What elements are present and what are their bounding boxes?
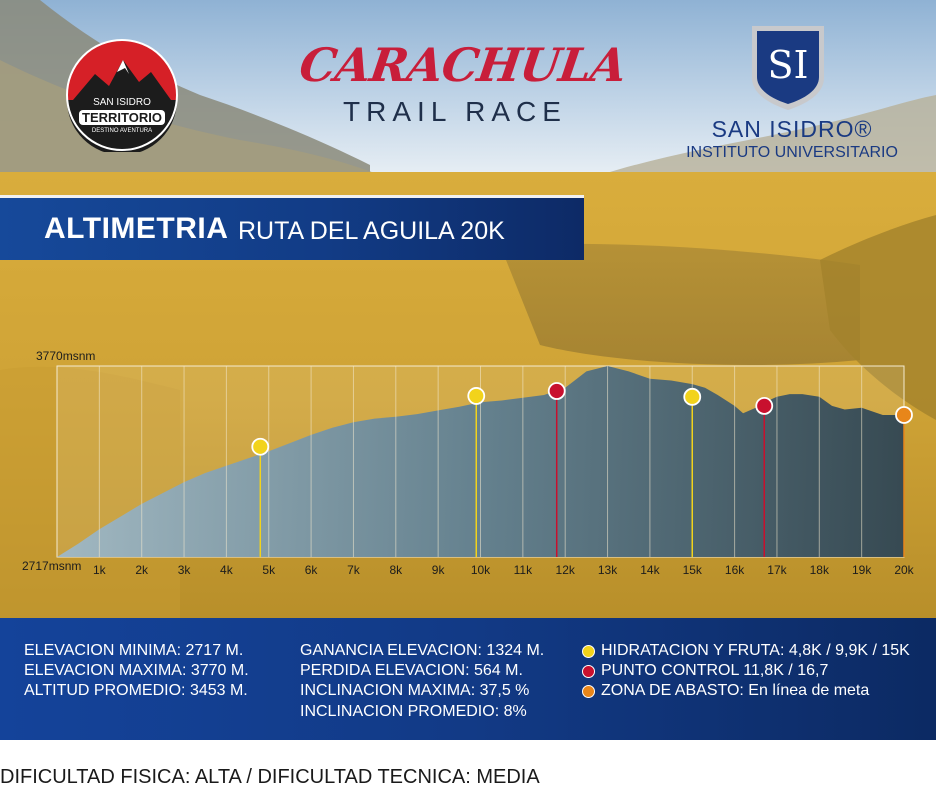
x-tick-label: 2k: [135, 563, 149, 577]
territorio-line2: TERRITORIO: [79, 110, 165, 125]
x-tick-label: 20k: [894, 563, 914, 577]
x-tick-label: 16k: [725, 563, 745, 577]
x-tick-label: 5k: [262, 563, 276, 577]
x-tick-label: 13k: [598, 563, 618, 577]
x-tick-label: 8k: [389, 563, 403, 577]
stat-max-incline: INCLINACION MAXIMA: 37,5 %: [300, 682, 530, 699]
marker-supply-icon: [895, 406, 913, 424]
territorio-line1: SAN ISIDRO: [93, 97, 151, 108]
legend-control-label: PUNTO CONTROL 11,8K / 16,7: [601, 662, 829, 679]
legend-supply-label: ZONA DE ABASTO: En línea de meta: [601, 682, 870, 699]
legend-hydration-label: HIDRATACION Y FRUTA: 4,8K / 9,9K / 15K: [601, 642, 910, 659]
x-tick-label: 9k: [432, 563, 446, 577]
territorio-badge-icon: [66, 39, 178, 155]
y-min-label: 2717msnm: [22, 559, 81, 573]
legend-hydration-dot-icon: [582, 645, 595, 658]
x-tick-label: 6k: [305, 563, 319, 577]
legend-control-dot-icon: [582, 665, 595, 678]
territorio-logo: SAN ISIDRO TERRITORIO DESTINO AVENTURA: [65, 38, 179, 155]
territorio-line3: DESTINO AVENTURA: [91, 128, 153, 134]
x-tick-label: 3k: [178, 563, 192, 577]
x-tick-label: 17k: [767, 563, 787, 577]
y-max-label: 3770msnm: [36, 349, 95, 363]
stats-panel: ELEVACION MINIMA: 2717 M. ELEVACION MAXI…: [0, 618, 936, 740]
marker-control-icon: [547, 382, 566, 400]
chart-title: ALTIMETRIA: [44, 212, 229, 245]
route-name: RUTA DEL AGUILA 20K: [238, 217, 505, 245]
x-tick-label: 10k: [471, 563, 491, 577]
x-tick-label: 18k: [810, 563, 830, 577]
shield-letters: SI: [767, 43, 808, 87]
san-isidro-shield-icon: SI: [752, 26, 824, 110]
stat-avg-incline: INCLINACION PROMEDIO: 8%: [300, 703, 527, 720]
stat-min-elevation: ELEVACION MINIMA: 2717 M.: [24, 642, 244, 659]
marker-hydration-icon: [467, 387, 486, 405]
event-name: CARACHULA: [296, 38, 630, 92]
legend-supply-dot-icon: [582, 685, 595, 698]
marker-hydration-icon: [683, 387, 702, 406]
org-subtitle: INSTITUTO UNIVERSITARIO: [686, 144, 898, 161]
event-subtitle: TRAIL RACE: [343, 96, 567, 127]
stat-elevation-loss: PERDIDA ELEVACION: 564 M.: [300, 662, 523, 679]
poster: 1k 2k 3k 4k 5k 6k 7k 8k 9k 10k 11k 12k 13k 14k 15k 16k 1…: [0, 0, 936, 740]
title-bar: ALTIMETRIA RUTA DEL AGUILA 20K: [0, 195, 584, 260]
stat-max-elevation: ELEVACION MAXIMA: 3770 M.: [24, 662, 249, 679]
stat-elevation-gain: GANANCIA ELEVACION: 1324 M.: [300, 642, 545, 659]
difficulty-rating: DIFICULTAD FISICA: ALTA / DIFICULTAD TEC…: [0, 766, 540, 788]
stat-avg-altitude: ALTITUD PROMEDIO: 3453 M.: [24, 682, 248, 699]
org-name: SAN ISIDRO®: [711, 116, 873, 142]
x-tick-label: 15k: [683, 563, 703, 577]
marker-hydration-icon: [251, 437, 270, 456]
x-tick-label: 1k: [93, 563, 107, 577]
marker-control-icon: [755, 397, 774, 415]
x-tick-label: 12k: [556, 563, 576, 577]
x-tick-label: 4k: [220, 563, 234, 577]
x-tick-label: 11k: [514, 563, 533, 577]
x-tick-label: 14k: [640, 563, 660, 577]
x-tick-label: 7k: [347, 563, 361, 577]
x-tick-label: 19k: [852, 563, 872, 577]
